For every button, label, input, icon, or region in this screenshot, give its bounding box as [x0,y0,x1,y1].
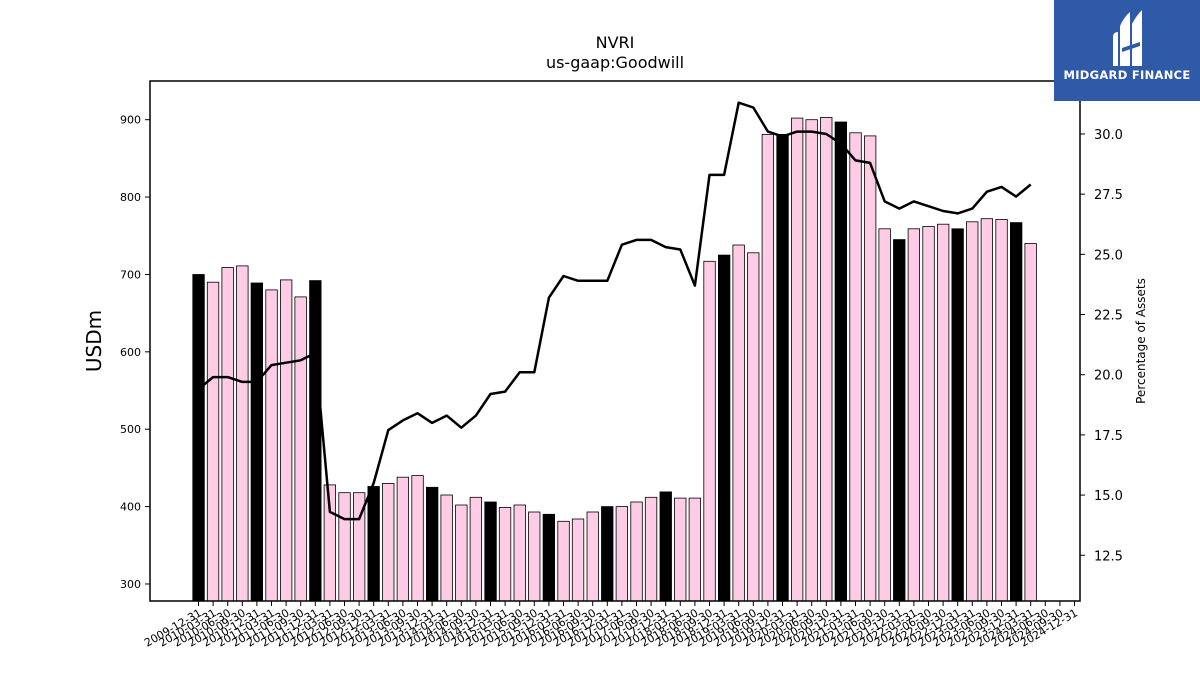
logo: MIDGARD FINANCE [1054,0,1200,101]
y-axis: 300 400 500 600 700 800 900 [120,114,150,591]
bar [966,221,979,602]
bar [528,511,541,602]
y-tick-label: 300 [120,578,141,591]
bar [644,496,658,602]
bar [878,228,891,602]
y2-axis: 12.5 15.0 17.5 20.0 22.5 25.0 27.5 30.0 [1080,128,1123,564]
y2-axis-label: Percentage of Assets [1134,278,1148,404]
bar [425,486,439,602]
y-axis-label: USDm [82,310,106,372]
bar [1010,222,1023,602]
bar [688,497,701,602]
bar [615,506,628,602]
bar [455,504,468,602]
bar [864,135,877,602]
bar [382,482,395,602]
logo-icon [1113,10,1142,66]
bar [893,239,906,602]
y-tick-label: 400 [120,501,141,514]
bar [747,252,760,602]
bar [206,281,220,602]
bar [586,511,599,602]
bar [484,501,497,602]
bar [732,244,745,602]
y2-tick-label: 22.5 [1094,309,1123,324]
y2-tick-label: 20.0 [1094,369,1123,384]
bar [951,228,964,602]
chart-subtitle: us-gaap:Goodwill [546,53,684,72]
percentage-line [197,101,1032,521]
bar [849,132,862,602]
bar [236,265,249,602]
bar [411,475,424,602]
bar [630,501,643,602]
bar [221,267,234,602]
logo-text: MIDGARD FINANCE [1063,68,1191,82]
bar [995,219,1008,602]
bar [192,274,205,602]
bar [265,289,278,602]
y2-tick-label: 12.5 [1094,549,1123,564]
plot-frame [149,80,1081,602]
bars-layer [192,117,1037,602]
y2-tick-label: 25.0 [1094,248,1123,263]
bar [571,518,585,602]
y-tick-label: 800 [120,191,141,204]
bar [557,520,570,602]
y-tick-label: 700 [120,268,141,281]
bar [791,117,804,602]
bar [834,121,847,602]
bar [367,486,380,602]
bar [338,492,351,602]
bar [776,133,789,602]
x-axis: 2009-12-312010-03-312010-06-302010-09-30… [142,601,1080,650]
bar [294,296,307,602]
chart-title: NVRI [596,33,635,52]
bar [513,504,526,602]
bar [922,226,935,602]
y-tick-label: 500 [120,423,141,436]
bar [937,223,950,602]
bar [279,279,293,602]
bar [469,496,483,602]
bar [542,513,555,602]
y2-tick-label: 17.5 [1094,429,1123,444]
bar [820,117,833,602]
bar [440,494,453,602]
y-tick-label: 600 [120,346,141,359]
bar [601,506,614,602]
bar [703,260,716,602]
line-layer [197,101,1032,521]
bar [1024,243,1037,602]
bar [309,280,322,602]
bar [980,218,993,602]
y2-tick-label: 30.0 [1094,128,1123,143]
bar [250,282,264,602]
y2-tick-label: 15.0 [1094,489,1123,504]
bar [659,491,672,602]
bar [718,254,731,602]
bar [805,119,818,602]
y-tick-label: 900 [120,114,141,127]
bar [674,497,687,602]
y2-tick-label: 27.5 [1094,188,1123,203]
bar [396,476,410,602]
bar [761,133,774,602]
bar [907,228,920,602]
bar [498,506,512,602]
